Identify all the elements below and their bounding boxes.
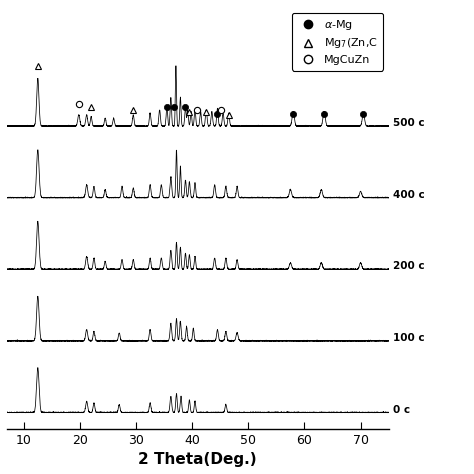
- X-axis label: 2 Theta(Deg.): 2 Theta(Deg.): [138, 452, 257, 467]
- Legend: $\alpha$-Mg, Mg$_7$(Zn,C, MgCuZn: $\alpha$-Mg, Mg$_7$(Zn,C, MgCuZn: [292, 12, 383, 71]
- Text: 0 c: 0 c: [393, 404, 410, 415]
- Text: 500 c: 500 c: [393, 118, 425, 128]
- Text: 100 c: 100 c: [393, 333, 425, 343]
- Text: 200 c: 200 c: [393, 261, 425, 271]
- Text: 400 c: 400 c: [393, 190, 425, 200]
